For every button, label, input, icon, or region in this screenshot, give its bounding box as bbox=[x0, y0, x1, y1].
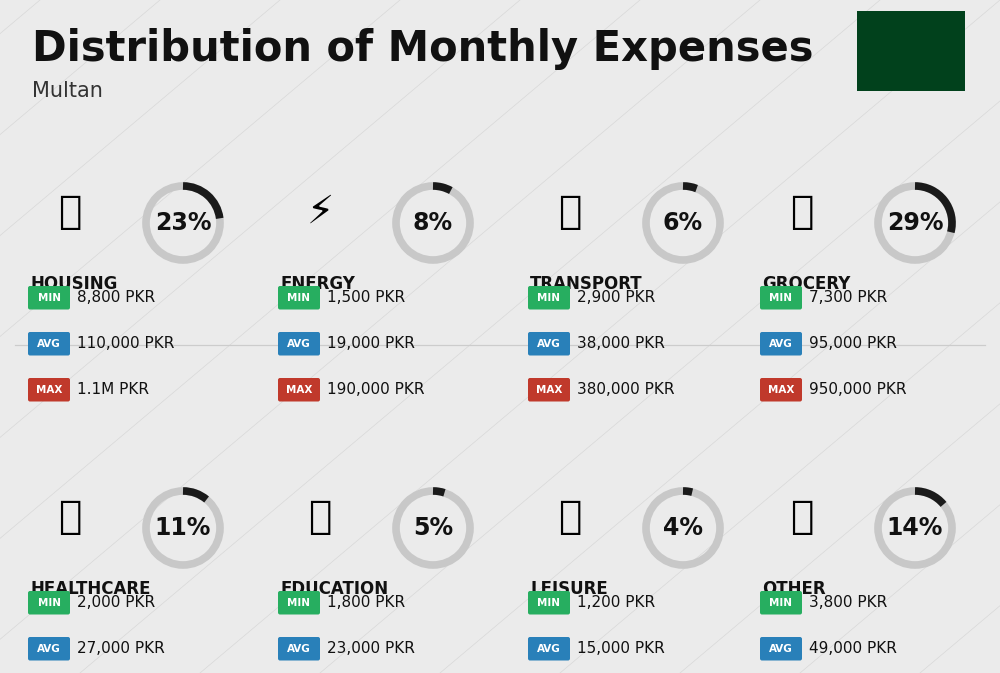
Text: 19,000 PKR: 19,000 PKR bbox=[327, 336, 415, 351]
Text: 95,000 PKR: 95,000 PKR bbox=[809, 336, 897, 351]
Text: AVG: AVG bbox=[537, 644, 561, 653]
Text: AVG: AVG bbox=[769, 339, 793, 349]
Text: ENERGY: ENERGY bbox=[280, 275, 355, 293]
Text: MAX: MAX bbox=[36, 385, 62, 395]
FancyBboxPatch shape bbox=[528, 378, 570, 402]
Text: AVG: AVG bbox=[287, 339, 311, 349]
Text: 23,000 PKR: 23,000 PKR bbox=[327, 641, 415, 656]
Text: 380,000 PKR: 380,000 PKR bbox=[577, 382, 674, 397]
Text: 11%: 11% bbox=[155, 516, 211, 540]
Text: 🛍: 🛍 bbox=[558, 498, 582, 536]
Text: 49,000 PKR: 49,000 PKR bbox=[809, 641, 897, 656]
Text: MIN: MIN bbox=[538, 293, 560, 303]
Text: 1,800 PKR: 1,800 PKR bbox=[327, 595, 405, 610]
Text: 23%: 23% bbox=[155, 211, 211, 235]
Text: 38,000 PKR: 38,000 PKR bbox=[577, 336, 665, 351]
Text: MIN: MIN bbox=[288, 598, 310, 608]
Text: TRANSPORT: TRANSPORT bbox=[530, 275, 643, 293]
Text: 💓: 💓 bbox=[58, 498, 82, 536]
Text: MAX: MAX bbox=[536, 385, 562, 395]
FancyBboxPatch shape bbox=[278, 286, 320, 310]
Text: 8,800 PKR: 8,800 PKR bbox=[77, 290, 155, 306]
Text: HEALTHCARE: HEALTHCARE bbox=[30, 580, 150, 598]
Text: MIN: MIN bbox=[770, 598, 792, 608]
Text: MAX: MAX bbox=[286, 385, 312, 395]
Text: 3,800 PKR: 3,800 PKR bbox=[809, 595, 887, 610]
Text: 2,000 PKR: 2,000 PKR bbox=[77, 595, 155, 610]
Text: Multan: Multan bbox=[32, 81, 103, 101]
Text: ⚡: ⚡ bbox=[306, 193, 334, 231]
Text: MIN: MIN bbox=[538, 598, 560, 608]
Text: EDUCATION: EDUCATION bbox=[280, 580, 388, 598]
Text: 5%: 5% bbox=[413, 516, 453, 540]
FancyBboxPatch shape bbox=[278, 591, 320, 614]
Text: Distribution of Monthly Expenses: Distribution of Monthly Expenses bbox=[32, 28, 814, 70]
Text: 190,000 PKR: 190,000 PKR bbox=[327, 382, 424, 397]
Text: 14%: 14% bbox=[887, 516, 943, 540]
FancyBboxPatch shape bbox=[28, 637, 70, 660]
FancyBboxPatch shape bbox=[528, 637, 570, 660]
FancyBboxPatch shape bbox=[528, 286, 570, 310]
Text: 🏢: 🏢 bbox=[58, 193, 82, 231]
Text: 950,000 PKR: 950,000 PKR bbox=[809, 382, 906, 397]
Text: 29%: 29% bbox=[887, 211, 943, 235]
FancyBboxPatch shape bbox=[528, 332, 570, 355]
Text: 27,000 PKR: 27,000 PKR bbox=[77, 641, 165, 656]
Text: 7,300 PKR: 7,300 PKR bbox=[809, 290, 887, 306]
Text: 8%: 8% bbox=[413, 211, 453, 235]
Text: 110,000 PKR: 110,000 PKR bbox=[77, 336, 174, 351]
FancyBboxPatch shape bbox=[760, 332, 802, 355]
Text: MAX: MAX bbox=[768, 385, 794, 395]
Text: 2,900 PKR: 2,900 PKR bbox=[577, 290, 655, 306]
FancyBboxPatch shape bbox=[760, 378, 802, 402]
FancyBboxPatch shape bbox=[28, 286, 70, 310]
Text: GROCERY: GROCERY bbox=[762, 275, 850, 293]
Text: ☪★: ☪★ bbox=[886, 37, 936, 65]
FancyBboxPatch shape bbox=[528, 591, 570, 614]
Text: MIN: MIN bbox=[288, 293, 310, 303]
Text: MIN: MIN bbox=[770, 293, 792, 303]
Text: AVG: AVG bbox=[37, 339, 61, 349]
Text: OTHER: OTHER bbox=[762, 580, 826, 598]
FancyBboxPatch shape bbox=[278, 332, 320, 355]
Text: AVG: AVG bbox=[537, 339, 561, 349]
Text: 6%: 6% bbox=[663, 211, 703, 235]
FancyBboxPatch shape bbox=[278, 637, 320, 660]
Text: 4%: 4% bbox=[663, 516, 703, 540]
FancyBboxPatch shape bbox=[278, 378, 320, 402]
Text: 1.1M PKR: 1.1M PKR bbox=[77, 382, 149, 397]
Text: 🛒: 🛒 bbox=[790, 193, 814, 231]
Text: HOUSING: HOUSING bbox=[30, 275, 117, 293]
FancyBboxPatch shape bbox=[28, 378, 70, 402]
Text: AVG: AVG bbox=[37, 644, 61, 653]
Text: LEISURE: LEISURE bbox=[530, 580, 608, 598]
Text: 💰: 💰 bbox=[790, 498, 814, 536]
FancyBboxPatch shape bbox=[28, 591, 70, 614]
Text: 1,500 PKR: 1,500 PKR bbox=[327, 290, 405, 306]
Text: MIN: MIN bbox=[38, 293, 61, 303]
FancyBboxPatch shape bbox=[853, 8, 969, 94]
FancyBboxPatch shape bbox=[760, 591, 802, 614]
FancyBboxPatch shape bbox=[760, 637, 802, 660]
Text: 🎓: 🎓 bbox=[308, 498, 332, 536]
FancyBboxPatch shape bbox=[760, 286, 802, 310]
Text: 15,000 PKR: 15,000 PKR bbox=[577, 641, 665, 656]
FancyBboxPatch shape bbox=[28, 332, 70, 355]
Text: 🚌: 🚌 bbox=[558, 193, 582, 231]
Text: AVG: AVG bbox=[287, 644, 311, 653]
Text: AVG: AVG bbox=[769, 644, 793, 653]
Text: 1,200 PKR: 1,200 PKR bbox=[577, 595, 655, 610]
Text: MIN: MIN bbox=[38, 598, 61, 608]
